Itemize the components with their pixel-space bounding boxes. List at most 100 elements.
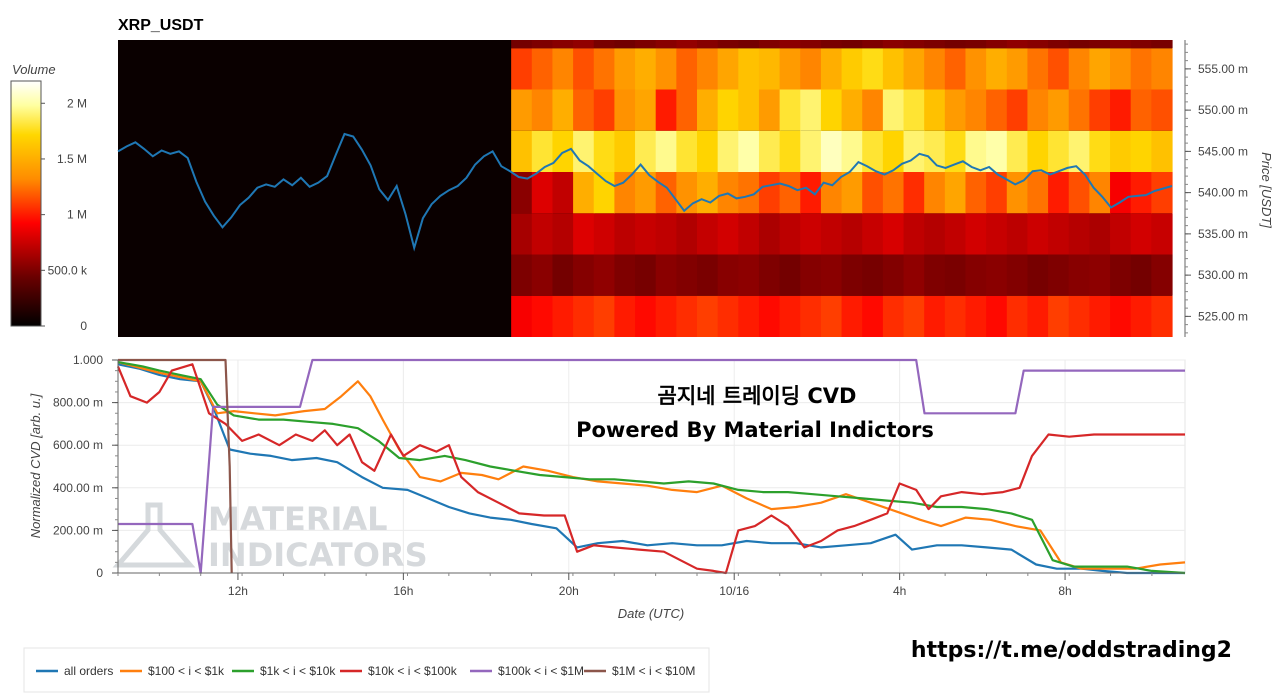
legend-label: $100k < i < $1M — [498, 664, 584, 678]
heatmap-cell — [635, 48, 657, 90]
heatmap-cell — [1151, 172, 1173, 214]
heatmap-cell — [552, 48, 574, 90]
heatmap-cell — [758, 48, 781, 90]
price-tick-label: 525.00 m — [1198, 309, 1248, 323]
heatmap-cell — [717, 172, 739, 214]
heatmap-cell — [614, 213, 636, 255]
heatmap-cell — [1151, 48, 1173, 90]
heatmap-cell — [800, 254, 822, 296]
heatmap-cell — [882, 89, 905, 131]
heatmap-cell — [531, 40, 554, 49]
heatmap-cell — [820, 254, 843, 296]
heatmap-cell — [882, 254, 905, 296]
price-tick-label: 540.00 m — [1198, 186, 1248, 200]
heatmap-cell — [635, 172, 657, 214]
heatmap-cell — [635, 40, 657, 49]
price-line — [117, 132, 1173, 252]
heatmap-cell — [800, 89, 822, 131]
heatmap-cell — [758, 295, 781, 337]
heatmap-cell — [511, 130, 533, 172]
heatmap-cell — [841, 130, 863, 172]
heatmap-cell — [593, 213, 615, 255]
heatmap-cell — [593, 40, 615, 49]
heatmap-cell — [697, 130, 719, 172]
heatmap-cell — [1048, 172, 1070, 214]
heatmap-cell — [573, 40, 595, 49]
heatmap-cell — [1068, 48, 1090, 90]
heatmap-cell — [531, 172, 554, 214]
heatmap-cell — [800, 48, 822, 90]
heatmap-cell — [1110, 172, 1132, 214]
heatmap-cell — [655, 48, 677, 90]
heatmap-cell — [697, 40, 719, 49]
heatmap-cell — [676, 130, 698, 172]
heatmap-cell — [655, 89, 677, 131]
date-tick-label: 12h — [228, 584, 248, 598]
date-tick-label: 16h — [393, 584, 413, 598]
cvd-tick-label: 1.000 — [73, 353, 103, 367]
heatmap-cell — [1027, 40, 1049, 49]
heatmap-cell — [655, 130, 677, 172]
heatmap-cell — [511, 40, 533, 49]
heatmap-cell — [1089, 89, 1111, 131]
heatmap-cell — [1110, 89, 1132, 131]
heatmap-cell — [697, 254, 719, 296]
heatmap-cell — [986, 295, 1008, 337]
heatmap-cell — [1089, 48, 1111, 90]
heatmap-cell — [717, 89, 739, 131]
heatmap-cell — [655, 295, 677, 337]
heatmap-cell — [924, 48, 946, 90]
heatmap-cell — [511, 48, 533, 90]
cvd-series-line — [116, 363, 1185, 575]
cvd-series-line — [118, 358, 233, 574]
telegram-link[interactable]: https://t.me/oddstrading2 — [911, 638, 1232, 663]
heatmap-cell — [552, 172, 574, 214]
colorbar-tick-label: 1.5 M — [57, 152, 87, 166]
heatmap-cell — [1151, 213, 1173, 255]
heatmap-cell — [779, 254, 801, 296]
heatmap-cell — [1130, 40, 1152, 49]
heatmap-cell — [614, 254, 636, 296]
heatmap-cell — [882, 130, 905, 172]
heatmap-cell — [758, 130, 781, 172]
colorbar-tick-label: 2 M — [67, 96, 87, 110]
heatmap-cell — [1089, 213, 1111, 255]
heatmap-cell — [593, 172, 615, 214]
heatmap-cell — [635, 213, 657, 255]
colorbar-tick-label: 500.0 k — [48, 263, 88, 277]
heatmap-cell — [1068, 130, 1090, 172]
colorbar — [10, 80, 42, 327]
heatmap-cell — [1110, 40, 1132, 49]
heatmap-cell — [531, 48, 554, 90]
heatmap-cell — [573, 130, 595, 172]
heatmap-cell — [573, 172, 595, 214]
heatmap-cell — [779, 172, 801, 214]
heatmap-cell — [1130, 254, 1152, 296]
heatmap-cell — [882, 40, 905, 49]
heatmap-cell — [903, 172, 925, 214]
heatmap-cell — [552, 213, 574, 255]
heatmap-cell — [924, 213, 946, 255]
heatmap-cell — [882, 295, 905, 337]
heatmap-cell — [1110, 130, 1132, 172]
heatmap-cell — [676, 295, 698, 337]
heatmap-cell — [862, 295, 884, 337]
heatmap-cell — [531, 130, 554, 172]
legend-label: all orders — [64, 664, 113, 678]
heatmap-cell — [593, 254, 615, 296]
heatmap-cell — [552, 130, 574, 172]
price-tick-label: 535.00 m — [1198, 227, 1248, 241]
heatmap-cell — [1027, 48, 1049, 90]
heatmap-cell — [903, 89, 925, 131]
heatmap-cell — [655, 213, 677, 255]
overlay-title: 곰지네 트레이딩 CVD — [658, 384, 857, 408]
heatmap-cell — [717, 40, 739, 49]
heatmap-cell — [903, 254, 925, 296]
heatmap-cell — [635, 130, 657, 172]
watermark-bottom: INDICATORS — [208, 536, 428, 574]
heatmap-cell — [1110, 295, 1132, 337]
heatmap-cell — [738, 213, 760, 255]
heatmap-cell — [655, 40, 677, 49]
heatmap-cell — [676, 40, 698, 49]
